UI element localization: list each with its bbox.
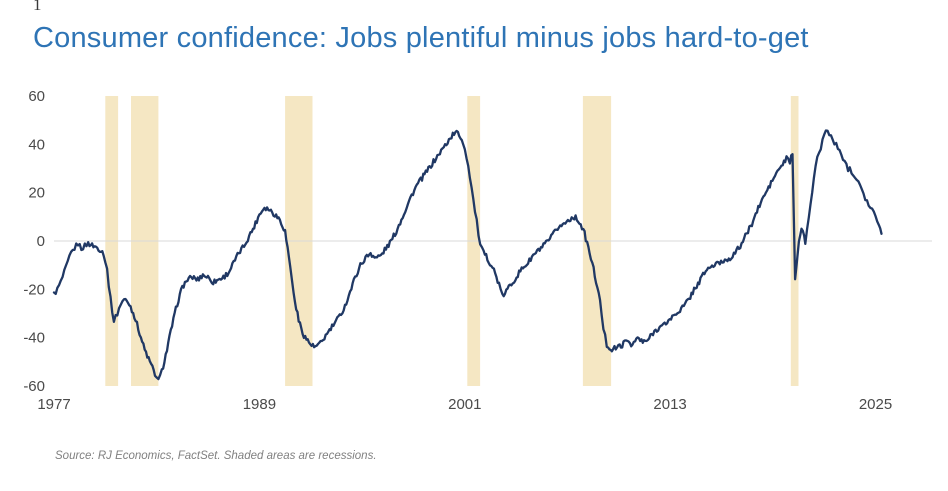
confidence-line: [52, 129, 883, 381]
x-tick-label: 1977: [37, 396, 70, 413]
x-tick-label: 2013: [653, 396, 686, 413]
y-tick-label: -40: [23, 330, 45, 347]
x-tick-label: 1989: [243, 396, 276, 413]
x-tick-label: 2001: [448, 396, 481, 413]
y-tick-label: -60: [23, 378, 45, 395]
y-tick-label: -20: [23, 281, 45, 298]
page-number-artifact: 1: [33, 0, 42, 14]
source-note: Source: RJ Economics, FactSet. Shaded ar…: [55, 450, 377, 462]
x-tick-label: 2025: [859, 396, 892, 413]
chart-area: 60 40 20 0 -20 -40 -60 1977 1989 2001 2013 2025: [10, 88, 938, 418]
y-tick-label: 0: [37, 233, 45, 250]
chart-title: Consumer confidence: Jobs plentiful minu…: [33, 22, 809, 54]
y-tick-label: 60: [28, 88, 45, 105]
y-tick-label: 40: [28, 136, 45, 153]
y-tick-label: 20: [28, 185, 45, 202]
